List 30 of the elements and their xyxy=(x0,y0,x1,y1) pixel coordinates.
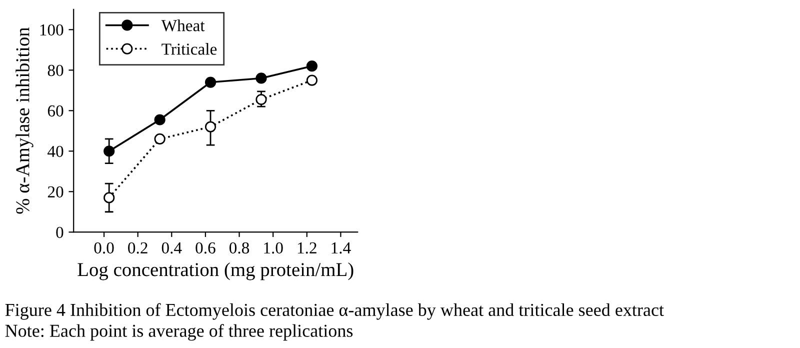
x-tick-label: 0.8 xyxy=(229,242,250,254)
point xyxy=(306,74,318,86)
y-axis-title: % α-Amylase inhibition xyxy=(16,27,34,214)
x-tick-label: 1.2 xyxy=(298,242,316,254)
point xyxy=(154,133,166,145)
y-tick-label: 60 xyxy=(48,105,64,117)
x-tick-label: 0.2 xyxy=(128,242,148,254)
point xyxy=(204,76,216,88)
x-tick-label: 1.0 xyxy=(264,242,283,254)
point xyxy=(204,121,216,132)
point xyxy=(104,192,115,204)
y-tick-label: 80 xyxy=(48,64,64,76)
x-tick-label: 0.6 xyxy=(196,242,216,254)
y-tick-label: 100 xyxy=(40,24,64,36)
x-tick-label: 0.0 xyxy=(94,242,114,254)
point xyxy=(306,60,318,72)
legend-label: Wheat xyxy=(161,20,205,32)
y-tick-label: 0 xyxy=(56,226,64,238)
x-axis-title: Log concentration (mg protein/mL) xyxy=(78,262,354,280)
y-tick-label: 40 xyxy=(48,146,64,158)
point xyxy=(256,94,267,106)
point xyxy=(256,72,267,84)
text: Note: Each point is average of three replications xyxy=(5,324,353,341)
x-tick-label: 1.4 xyxy=(332,242,351,254)
legend-label: Triticale xyxy=(162,43,217,55)
x-tick-label: 0.4 xyxy=(162,242,182,254)
point xyxy=(154,114,166,126)
y-tick-label: 20 xyxy=(48,186,64,198)
caption: Figure 4 Inhibition of Ectomyelois ceratoniae α-amylase by wheat and triticale seed extract xyxy=(5,303,664,320)
point xyxy=(104,146,115,157)
